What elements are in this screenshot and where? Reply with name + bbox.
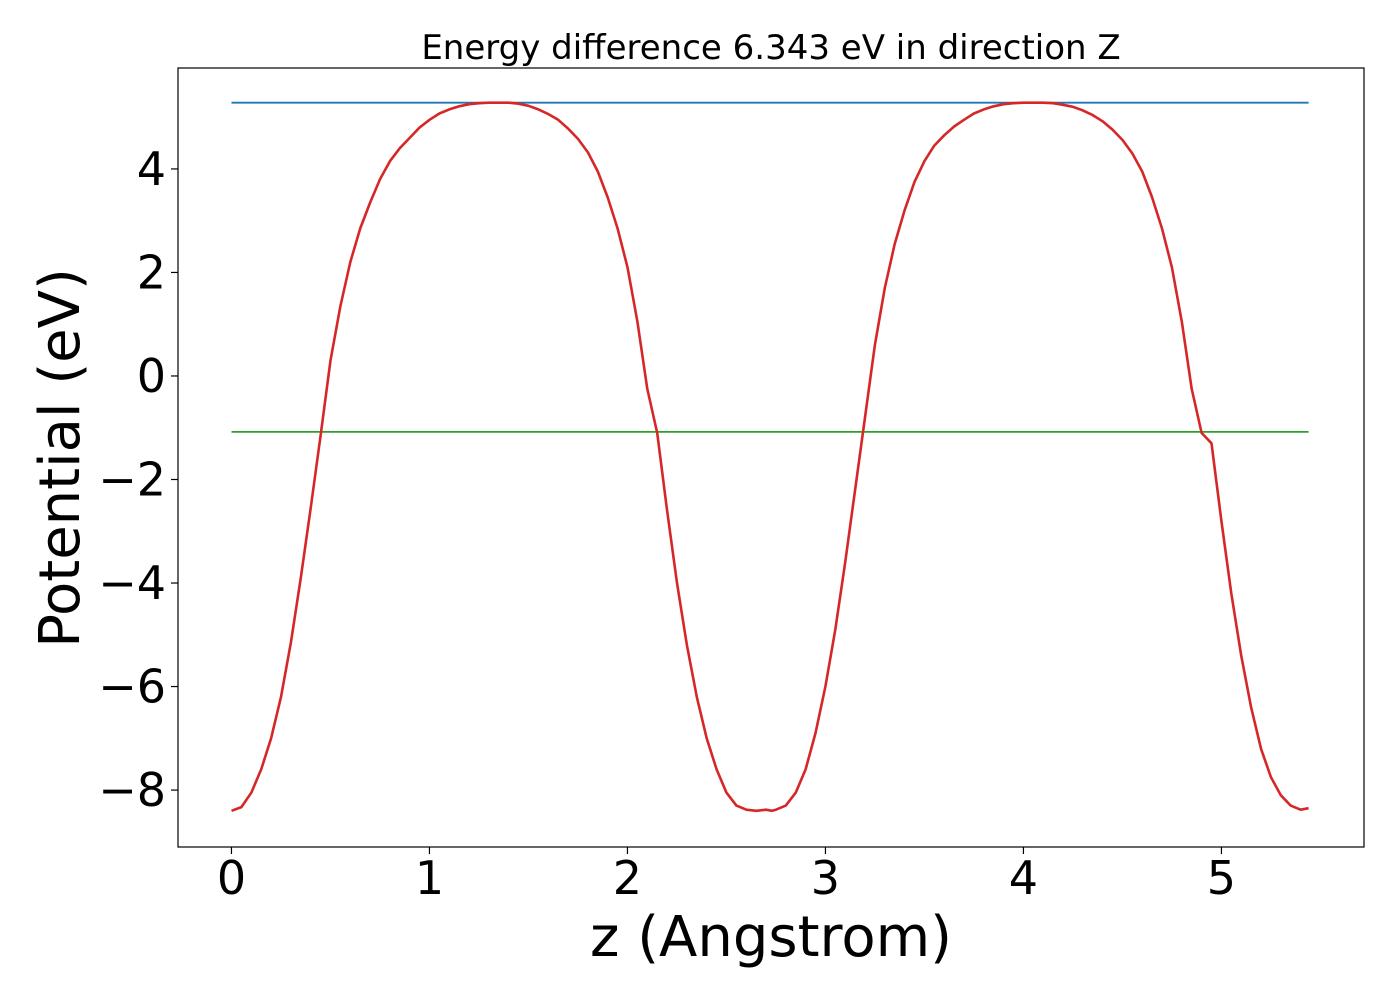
y-axis-ticks: −8 −6 −4 −2 0 2 4 — [98, 142, 178, 817]
chart-title: Energy difference 6.343 eV in direction … — [421, 28, 1120, 68]
y-tick-label: 4 — [137, 142, 166, 196]
y-tick-label: −4 — [98, 556, 166, 610]
x-tick-label: 5 — [1207, 851, 1236, 905]
x-axis-ticks: 0 1 2 3 4 5 — [217, 847, 1236, 905]
y-tick-label: 2 — [137, 245, 166, 299]
y-axis-label: Potential (eV) — [28, 268, 93, 648]
x-tick-label: 3 — [811, 851, 840, 905]
y-tick-label: 0 — [137, 349, 166, 403]
series-layer — [231, 101, 1309, 813]
x-tick-label: 0 — [217, 851, 246, 905]
y-tick-label: −2 — [98, 452, 166, 506]
y-tick-label: −6 — [98, 660, 166, 714]
y-tick-label: −8 — [98, 763, 166, 817]
plot-frame — [177, 67, 1365, 848]
x-tick-label: 4 — [1009, 851, 1038, 905]
series-line-0 — [231, 101, 1309, 813]
x-tick-label: 2 — [613, 851, 642, 905]
x-tick-label: 1 — [415, 851, 444, 905]
x-axis-label: z (Angstrom) — [590, 905, 952, 970]
